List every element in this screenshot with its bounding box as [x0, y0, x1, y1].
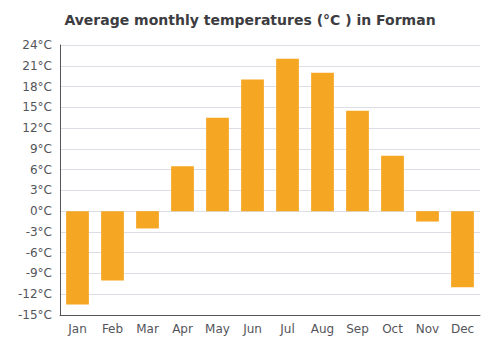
svg-text:Oct: Oct: [382, 322, 403, 336]
svg-text:Jul: Jul: [279, 322, 294, 336]
svg-text:18°C: 18°C: [22, 80, 52, 94]
svg-text:21°C: 21°C: [22, 59, 52, 73]
svg-text:Feb: Feb: [102, 322, 123, 336]
svg-text:Sep: Sep: [346, 322, 369, 336]
svg-text:Average monthly temperatures (: Average monthly temperatures (°C ) in Fo…: [64, 12, 435, 28]
svg-text:-3°C: -3°C: [26, 225, 52, 239]
svg-text:15°C: 15°C: [22, 100, 52, 114]
svg-text:-15°C: -15°C: [18, 308, 52, 322]
svg-text:Jan: Jan: [67, 322, 87, 336]
svg-text:Apr: Apr: [172, 322, 193, 336]
svg-text:-6°C: -6°C: [26, 246, 52, 260]
svg-text:May: May: [205, 322, 230, 336]
svg-text:Jun: Jun: [242, 322, 262, 336]
svg-text:24°C: 24°C: [22, 38, 52, 52]
svg-text:Dec: Dec: [451, 322, 474, 336]
svg-text:Aug: Aug: [311, 322, 334, 336]
svg-text:-12°C: -12°C: [18, 287, 52, 301]
svg-text:-9°C: -9°C: [26, 266, 52, 280]
svg-text:Nov: Nov: [416, 322, 439, 336]
svg-text:6°C: 6°C: [30, 163, 52, 177]
svg-text:3°C: 3°C: [30, 183, 52, 197]
svg-text:12°C: 12°C: [22, 121, 52, 135]
svg-text:0°C: 0°C: [30, 204, 52, 218]
svg-text:9°C: 9°C: [30, 142, 52, 156]
svg-text:Mar: Mar: [136, 322, 159, 336]
